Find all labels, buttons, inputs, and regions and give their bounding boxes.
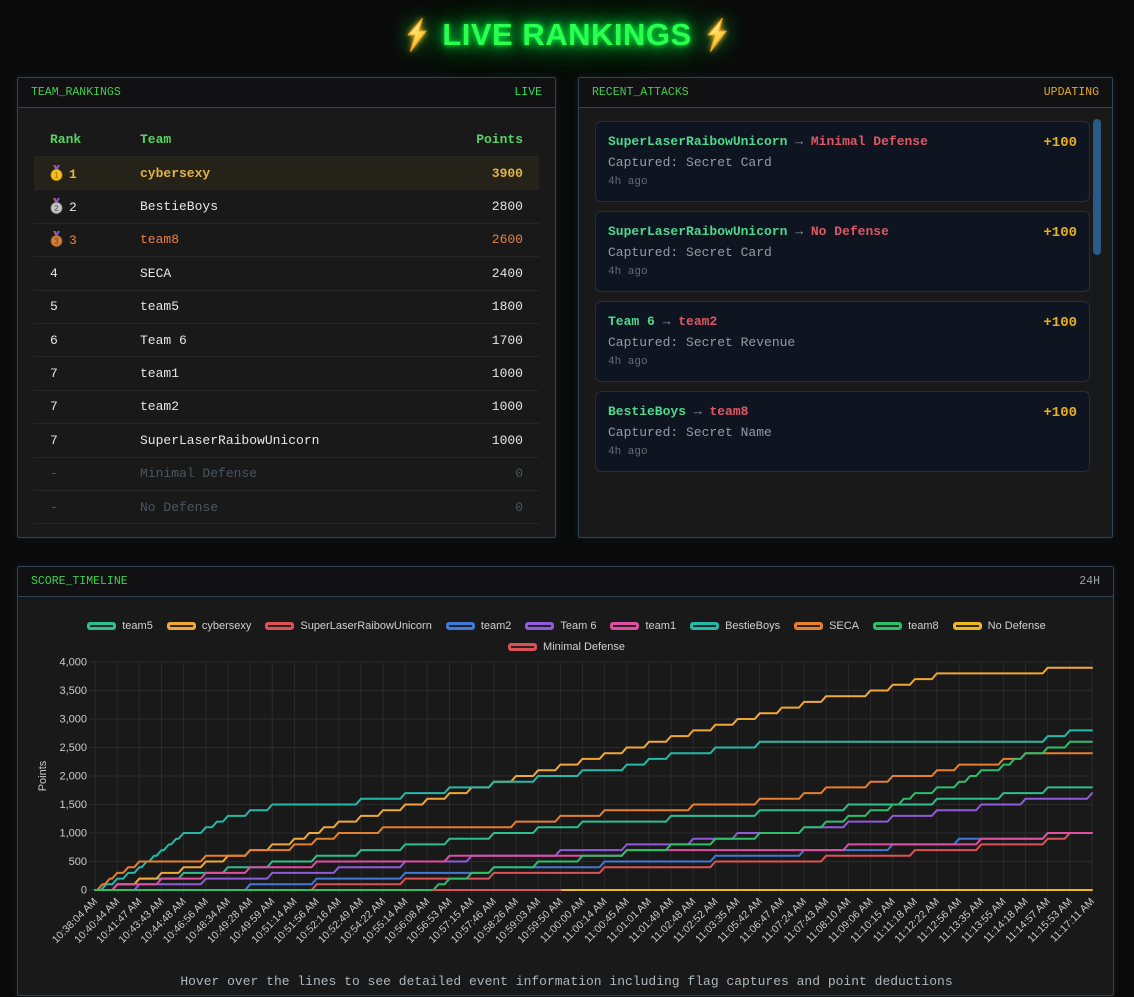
svg-text:3,000: 3,000	[59, 714, 87, 726]
svg-text:0: 0	[81, 885, 87, 897]
svg-text:500: 500	[69, 856, 87, 868]
svg-text:3,500: 3,500	[59, 685, 87, 697]
svg-text:2,000: 2,000	[59, 771, 87, 783]
svg-text:2,500: 2,500	[59, 742, 87, 754]
svg-text:1: 1	[54, 171, 59, 180]
svg-text:2: 2	[54, 204, 59, 213]
svg-text:Points: Points	[37, 760, 49, 791]
svg-text:1,000: 1,000	[59, 828, 87, 840]
svg-text:3: 3	[54, 237, 59, 246]
svg-text:4,000: 4,000	[59, 657, 87, 669]
svg-text:1,500: 1,500	[59, 799, 87, 811]
